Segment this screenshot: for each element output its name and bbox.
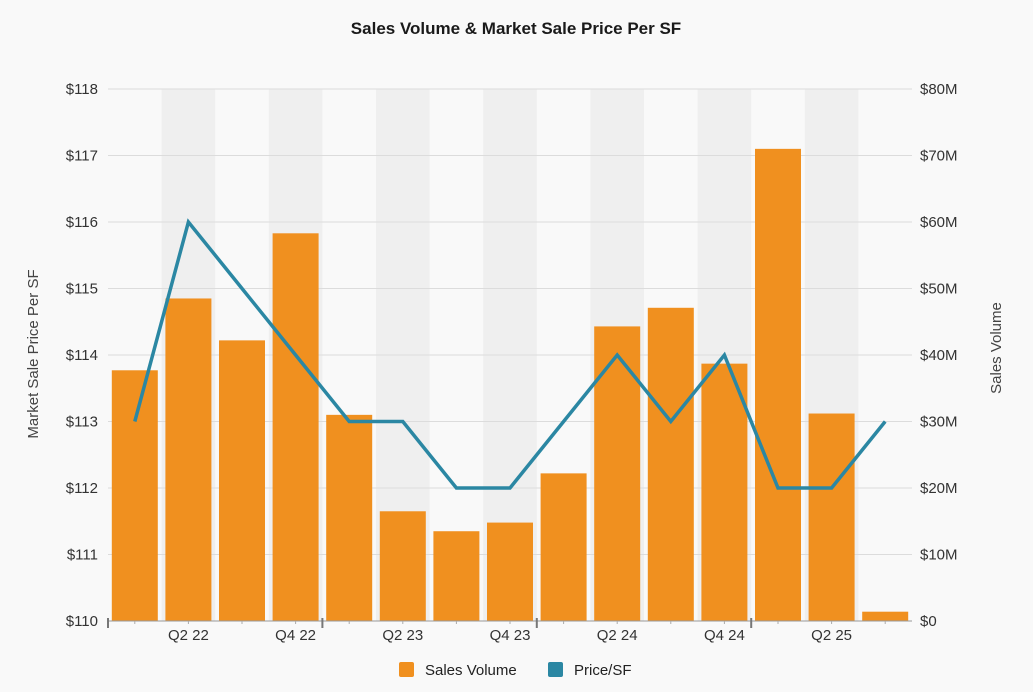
chart-title: Sales Volume & Market Sale Price Per SF — [351, 19, 681, 38]
x-tick-label: Q4 23 — [490, 627, 531, 644]
right-tick-label: $10M — [920, 547, 958, 564]
legend: Sales Volume Price/SF — [399, 662, 632, 679]
legend-swatch-price-sf — [548, 662, 563, 677]
bar-sales-volume[interactable] — [755, 148, 801, 621]
right-tick-label: $70M — [920, 148, 958, 165]
bar-sales-volume[interactable] — [326, 414, 373, 621]
x-tick-label: Q2 25 — [811, 627, 852, 644]
left-y-axis-labels: $110 $111 $112 $113 $114 $115 $116 $117 $118 — [66, 81, 98, 630]
right-tick-label: $60M — [920, 214, 958, 231]
left-axis-title: Market Sale Price Per SF — [25, 269, 42, 438]
line-price-per-sf[interactable] — [133, 218, 887, 490]
price-per-sf-line — [133, 218, 887, 490]
right-tick-label: $50M — [920, 281, 958, 298]
bar-sales-volume[interactable] — [594, 326, 641, 621]
left-tick-label: $118 — [66, 81, 98, 98]
right-tick-label: $80M — [920, 81, 958, 98]
bar-sales-volume[interactable] — [701, 363, 748, 621]
bar-sales-volume[interactable] — [379, 511, 426, 621]
bar-sales-volume[interactable] — [111, 370, 158, 621]
bar-sales-volume[interactable] — [540, 473, 587, 621]
right-y-axis-labels: $0 $10M $20M $30M $40M $50M $60M $70M $80M — [920, 81, 958, 630]
x-tick-label: Q4 22 — [275, 627, 316, 644]
x-axis: Q2 22 Q4 22 Q2 23 Q4 23 Q2 24 Q4 24 Q2 25 — [107, 618, 912, 644]
left-tick-label: $114 — [66, 347, 98, 364]
x-tick-label: Q2 24 — [597, 627, 638, 644]
bar-sales-volume[interactable] — [647, 307, 694, 621]
x-tick-label: Q4 24 — [704, 627, 745, 644]
bar-sales-volume[interactable] — [487, 522, 533, 621]
bar-sales-volume[interactable] — [219, 340, 265, 621]
bar-sales-volume[interactable] — [862, 611, 909, 621]
left-tick-label: $111 — [67, 547, 98, 564]
x-tick-label: Q2 23 — [382, 627, 423, 644]
right-tick-label: $40M — [920, 347, 958, 364]
legend-item-price-sf[interactable]: Price/SF — [548, 662, 632, 679]
left-tick-label: $117 — [66, 148, 98, 165]
left-tick-label: $115 — [66, 281, 98, 298]
bar-sales-volume[interactable] — [808, 413, 855, 621]
right-tick-label: $30M — [920, 414, 958, 431]
legend-label-sales-volume: Sales Volume — [425, 662, 517, 679]
legend-item-sales-volume[interactable]: Sales Volume — [399, 662, 517, 679]
left-tick-label: $116 — [66, 214, 98, 231]
right-tick-label: $20M — [920, 480, 958, 497]
legend-label-price-sf: Price/SF — [574, 662, 632, 679]
right-axis-title: Sales Volume — [988, 302, 1005, 394]
x-tick-label: Q2 22 — [168, 627, 209, 644]
left-tick-label: $112 — [66, 480, 98, 497]
bar-sales-volume[interactable] — [165, 298, 212, 621]
left-tick-label: $113 — [66, 414, 98, 431]
sales-volume-bars — [111, 148, 909, 621]
legend-swatch-sales-volume — [399, 662, 414, 677]
bar-sales-volume[interactable] — [272, 233, 319, 621]
right-tick-label: $0 — [920, 613, 937, 630]
bar-sales-volume[interactable] — [433, 531, 480, 621]
left-tick-label: $110 — [66, 613, 98, 630]
